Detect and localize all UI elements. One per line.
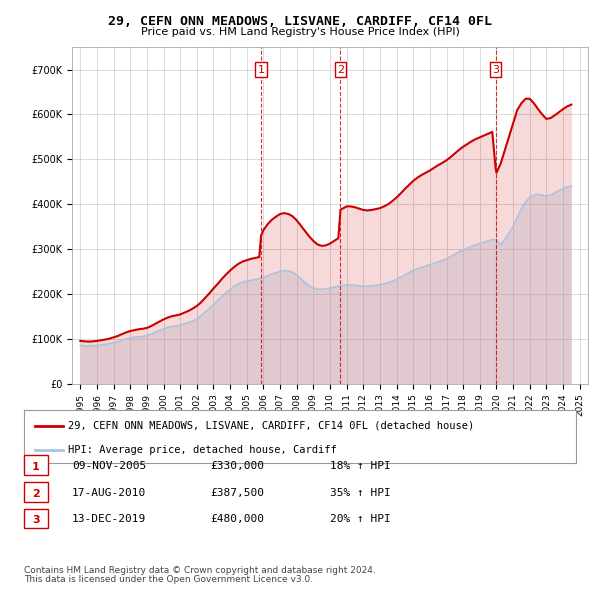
- Text: £387,500: £387,500: [210, 488, 264, 497]
- Text: Price paid vs. HM Land Registry's House Price Index (HPI): Price paid vs. HM Land Registry's House …: [140, 27, 460, 37]
- Text: 1: 1: [257, 65, 265, 74]
- Text: 29, CEFN ONN MEADOWS, LISVANE, CARDIFF, CF14 0FL (detached house): 29, CEFN ONN MEADOWS, LISVANE, CARDIFF, …: [68, 421, 475, 431]
- Text: £330,000: £330,000: [210, 461, 264, 471]
- Text: 35% ↑ HPI: 35% ↑ HPI: [330, 488, 391, 497]
- Text: Contains HM Land Registry data © Crown copyright and database right 2024.: Contains HM Land Registry data © Crown c…: [24, 566, 376, 575]
- Text: 3: 3: [492, 65, 499, 74]
- Text: £480,000: £480,000: [210, 514, 264, 524]
- Text: 20% ↑ HPI: 20% ↑ HPI: [330, 514, 391, 524]
- Text: 09-NOV-2005: 09-NOV-2005: [72, 461, 146, 471]
- Text: This data is licensed under the Open Government Licence v3.0.: This data is licensed under the Open Gov…: [24, 575, 313, 584]
- Text: 29, CEFN ONN MEADOWS, LISVANE, CARDIFF, CF14 0FL: 29, CEFN ONN MEADOWS, LISVANE, CARDIFF, …: [108, 15, 492, 28]
- Text: 2: 2: [32, 489, 40, 499]
- Text: HPI: Average price, detached house, Cardiff: HPI: Average price, detached house, Card…: [68, 445, 337, 455]
- Text: 13-DEC-2019: 13-DEC-2019: [72, 514, 146, 524]
- Text: 3: 3: [32, 515, 40, 525]
- Text: 18% ↑ HPI: 18% ↑ HPI: [330, 461, 391, 471]
- Text: 2: 2: [337, 65, 344, 74]
- Text: 17-AUG-2010: 17-AUG-2010: [72, 488, 146, 497]
- Text: 1: 1: [32, 462, 40, 472]
